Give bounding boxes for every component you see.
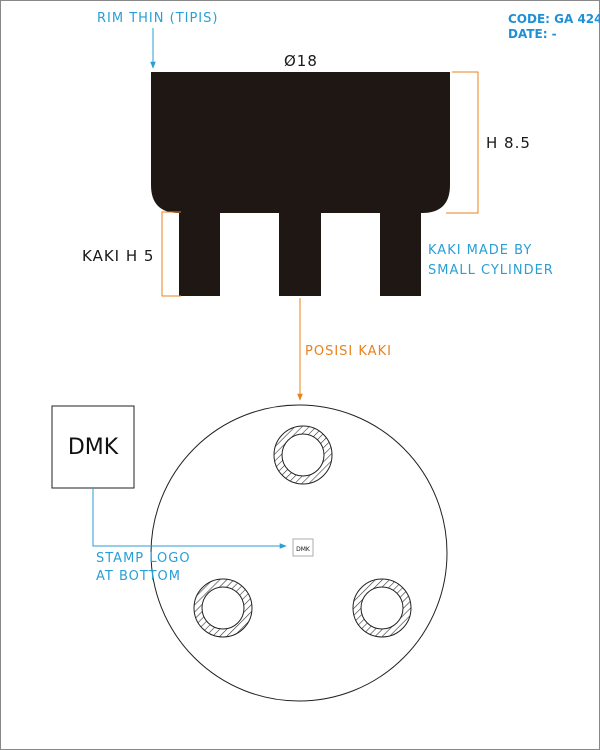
- leg-right: [380, 212, 421, 296]
- leg-height-label: KAKI H 5: [82, 247, 154, 265]
- logo-box: [51, 405, 135, 489]
- height-dimension-bracket: [446, 71, 479, 214]
- height-body-label: H 8.5: [486, 134, 531, 152]
- leg-note-line1: KAKI MADE BY: [428, 243, 532, 258]
- stamp-logo-small-text: DMK: [296, 546, 311, 553]
- date-label: DATE: -: [508, 27, 557, 41]
- stamp-logo-small: [292, 538, 314, 557]
- leg-height-bracket: [161, 211, 181, 297]
- diameter-label: Ø18: [284, 52, 318, 70]
- stamp-callout-arrow: [92, 488, 287, 549]
- logo-text: DMK: [68, 435, 119, 460]
- leg-note-line2: SMALL CYLINDER: [428, 263, 554, 278]
- rim-callout-text: RIM THIN (TIPIS): [97, 11, 218, 26]
- foot-ring-top: [273, 425, 333, 485]
- stamp-note-line1: STAMP LOGO: [96, 551, 191, 566]
- code-label: CODE: GA 424: [508, 12, 600, 26]
- foot-ring-bottom-left: [193, 578, 253, 638]
- leg-left: [179, 212, 220, 296]
- leg-middle: [279, 212, 321, 296]
- leg-position-label: POSISI KAKI: [305, 344, 392, 359]
- foot-ring-bottom-right: [352, 578, 412, 638]
- cup-body: [151, 72, 450, 213]
- stamp-note-line2: AT BOTTOM: [96, 569, 181, 584]
